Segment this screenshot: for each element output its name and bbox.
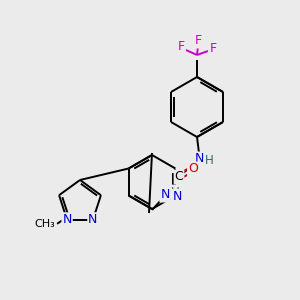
Text: F: F xyxy=(194,34,202,47)
Text: F: F xyxy=(177,40,184,53)
Text: N: N xyxy=(160,188,170,202)
Text: C: C xyxy=(175,170,183,184)
Text: CH₃: CH₃ xyxy=(35,219,56,229)
Text: N: N xyxy=(173,190,182,203)
Text: N: N xyxy=(194,152,204,166)
Text: O: O xyxy=(188,163,198,176)
Text: H: H xyxy=(171,185,179,199)
Text: N: N xyxy=(62,213,72,226)
Text: N: N xyxy=(88,213,98,226)
Text: F: F xyxy=(209,43,217,56)
Text: H: H xyxy=(205,154,213,167)
